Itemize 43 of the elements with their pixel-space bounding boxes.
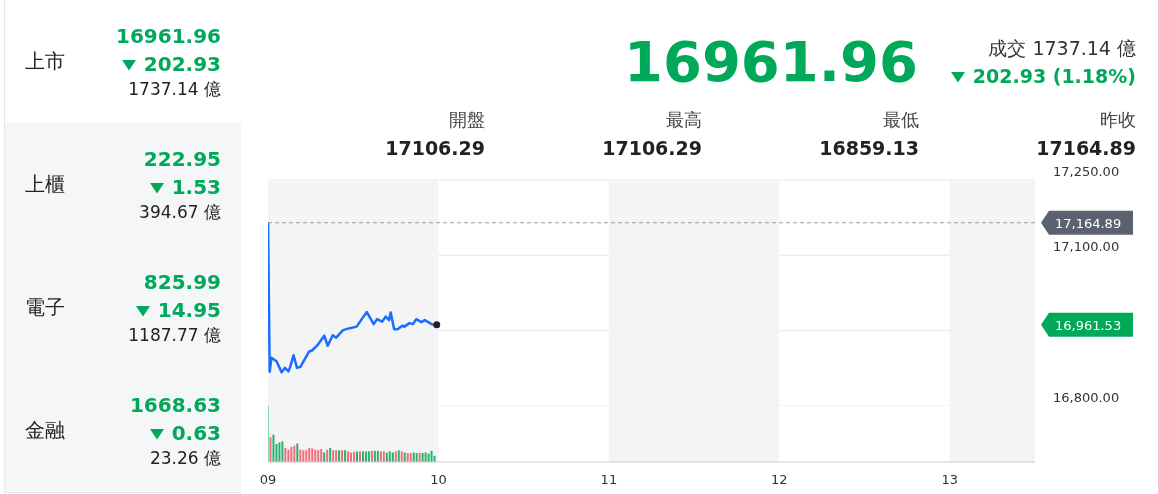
text: 16859.13 [819, 136, 919, 161]
ref-line-label: 17,164.89 [1055, 215, 1122, 231]
text: 17106.29 [602, 136, 702, 161]
text: 上櫃 [25, 171, 65, 198]
text: 17164.89 [1036, 136, 1136, 161]
text: 23.26 億 [148, 447, 221, 469]
text: 16961.96 [115, 23, 221, 50]
text: 電子 [25, 294, 65, 321]
text: 上市 [25, 48, 65, 75]
text: 金融 [25, 417, 65, 444]
x-tick-label: 09 [259, 472, 277, 487]
text: 394.67 億 [139, 201, 221, 223]
text: 16961.96 [623, 28, 918, 96]
text: 16,961.53 [1055, 317, 1122, 333]
text: 825.99 [142, 269, 221, 296]
bar [350, 452, 353, 462]
x-tick-label: 13 [941, 472, 959, 487]
text: 222.95 [142, 146, 221, 173]
bar [388, 451, 391, 462]
y-tick-label: 17,250.00 [1053, 164, 1120, 179]
text: 最低 [882, 108, 919, 132]
text: 14.95 [156, 297, 221, 324]
bar [278, 442, 281, 462]
y-tick-label: 16,800.00 [1053, 390, 1120, 405]
text: 成交 1737.14 億 [987, 36, 1136, 61]
text: 17106.29 [385, 136, 485, 161]
text: 0.63 [170, 420, 221, 447]
text: 202.93 (1.18%) [971, 64, 1136, 89]
text: 開盤 [448, 108, 485, 132]
text: 202.93 [142, 51, 221, 78]
x-tick-label: 10 [430, 472, 447, 487]
text: 1187.77 億 [128, 324, 221, 346]
y-tick-label: 17,100.00 [1053, 239, 1120, 255]
text: 最高 [665, 108, 702, 132]
bar [364, 451, 367, 462]
text: 1.53 [170, 174, 221, 201]
bar [281, 441, 284, 462]
x-tick-label: 11 [600, 472, 618, 487]
x-tick-label: 12 [771, 472, 788, 487]
bar [305, 450, 308, 462]
text: 1737.14 億 [127, 78, 221, 100]
text: 1668.63 [129, 392, 221, 419]
text: 昨收 [1099, 108, 1136, 132]
